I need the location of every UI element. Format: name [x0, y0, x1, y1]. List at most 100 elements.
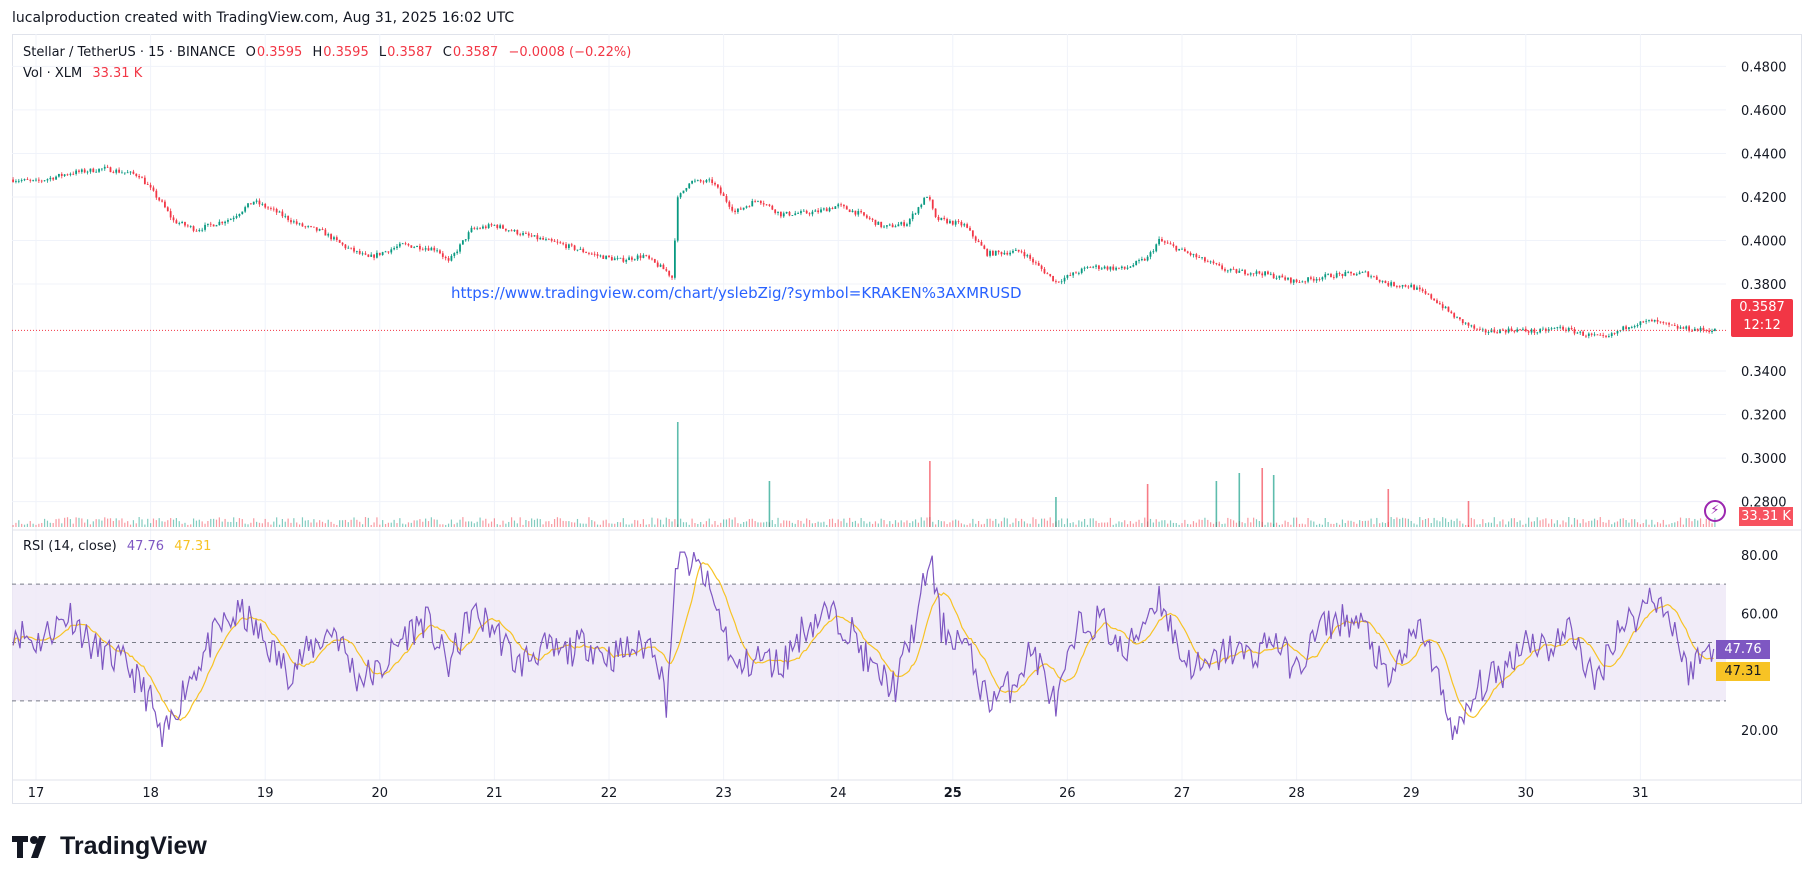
- volume-bar: [1536, 517, 1538, 527]
- candle-body: [1341, 274, 1344, 276]
- candle-body: [1539, 329, 1542, 333]
- chart-link[interactable]: https://www.tradingview.com/chart/yslebZ…: [451, 284, 1022, 302]
- candle-body: [1209, 261, 1212, 263]
- axes: 17 18 19 20 21 22 23 24 25 26 27 28 29 30 31 0.4800 0.46…: [12, 60, 1802, 801]
- volume-bar: [783, 520, 785, 527]
- volume-bar: [1364, 520, 1366, 527]
- volume-bar: [1253, 517, 1255, 527]
- candle-body: [1269, 273, 1272, 275]
- volume-bar: [705, 521, 708, 527]
- candle-body: [1393, 282, 1395, 287]
- candle-body: [1261, 273, 1264, 276]
- candle-body: [378, 252, 381, 255]
- candle-body: [963, 224, 966, 226]
- candle-body: [673, 240, 676, 278]
- candle-body: [708, 179, 711, 181]
- volume-bar: [227, 521, 229, 527]
- volume-bar: [1528, 517, 1530, 527]
- volume-bar: [1181, 523, 1183, 527]
- candle-body: [1275, 277, 1278, 279]
- candle-body: [1585, 335, 1587, 337]
- volume-bar: [1298, 523, 1301, 527]
- volume-bar: [316, 522, 318, 527]
- volume-spike: [676, 422, 679, 527]
- volume-bar: [1313, 521, 1315, 527]
- candle-body: [252, 201, 255, 205]
- volume-bar: [1041, 518, 1043, 527]
- volume-bar: [35, 524, 37, 527]
- candle-body: [1553, 327, 1556, 329]
- volume-bar: [786, 520, 788, 527]
- candle-body: [1235, 269, 1238, 273]
- volume-bar: [276, 517, 278, 527]
- volume-bar: [926, 517, 928, 527]
- candle-body: [267, 207, 269, 209]
- volume-bar: [1258, 520, 1260, 527]
- x-tick-label: 22: [601, 786, 618, 801]
- candle-body: [1181, 248, 1183, 250]
- candle-body: [1479, 328, 1481, 330]
- volume-spike: [1387, 489, 1390, 527]
- candle-body: [60, 173, 63, 176]
- candle-body: [1120, 266, 1123, 269]
- candle-body: [722, 193, 725, 197]
- candle-body: [545, 238, 547, 240]
- candle-body: [347, 247, 350, 249]
- volume-bar: [743, 522, 745, 527]
- candle-body: [1344, 272, 1347, 276]
- candle-body: [923, 197, 926, 205]
- volume-bar: [1232, 520, 1235, 527]
- candle-body: [1438, 303, 1441, 305]
- volume-bar: [468, 521, 470, 527]
- volume-bar: [362, 524, 364, 527]
- volume-bar: [662, 524, 665, 527]
- volume-bar: [41, 522, 43, 527]
- candle-body: [401, 243, 404, 245]
- volume-bar: [505, 523, 507, 527]
- volume-bar: [422, 521, 424, 527]
- volume-bar: [230, 521, 232, 527]
- volume-bar: [616, 522, 619, 527]
- candle-body: [969, 227, 971, 231]
- volume-bar: [427, 521, 430, 527]
- footer-logo[interactable]: TradingView: [12, 832, 207, 861]
- volume-bar: [101, 520, 103, 527]
- volume-bar: [622, 518, 624, 527]
- candle-body: [576, 249, 579, 251]
- candle-body: [404, 243, 407, 245]
- candle-body: [751, 200, 754, 207]
- volume-bar: [1404, 518, 1407, 527]
- candle-body: [1172, 244, 1175, 246]
- volume-bar: [1281, 524, 1283, 527]
- candle-body: [126, 172, 129, 174]
- volume-bar: [410, 522, 412, 527]
- volume-bar: [1490, 522, 1493, 527]
- volume-bar: [81, 518, 83, 527]
- candle-body: [1244, 270, 1246, 275]
- candle-body: [444, 256, 447, 259]
- candle-body: [1582, 331, 1584, 336]
- candle-body: [573, 245, 576, 250]
- candle-body: [897, 224, 900, 227]
- candle-body: [1596, 334, 1599, 336]
- volume-bar: [932, 521, 934, 527]
- lightning-icon[interactable]: ⚡: [1704, 500, 1726, 522]
- volume-bar: [55, 519, 57, 527]
- candle-body: [264, 203, 267, 208]
- volume-bar: [190, 524, 192, 527]
- volume-bar: [1330, 523, 1332, 527]
- volume-bar: [390, 522, 392, 527]
- volume-bar: [510, 517, 513, 527]
- volume-bar: [144, 524, 146, 527]
- candle-body: [146, 184, 149, 185]
- x-tick-label: 21: [486, 786, 503, 801]
- candle-body: [20, 180, 23, 181]
- volume-bar: [1061, 518, 1063, 527]
- candle-body: [1404, 285, 1407, 287]
- candle-body: [1662, 321, 1665, 323]
- volume-bar: [1605, 522, 1607, 527]
- candle-body: [1673, 325, 1676, 326]
- volume-bar: [1221, 523, 1223, 527]
- low-label: L: [378, 45, 387, 60]
